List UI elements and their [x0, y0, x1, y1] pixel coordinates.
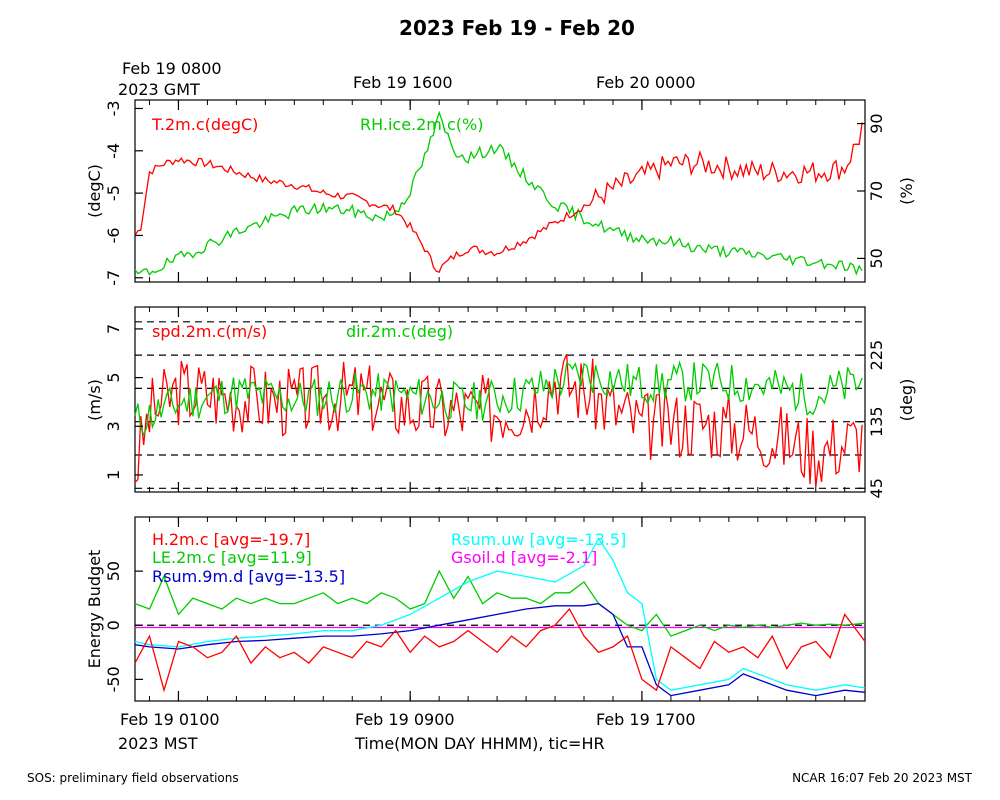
energy-series-line-cyan	[134, 537, 866, 691]
panel2-ytick-label-left: 3	[104, 421, 123, 431]
energy-budget-panel: -50 0 50 H.2m.c [avg=-19.7] LE.2m.c [avg=1…	[85, 516, 866, 702]
series-label-gsoil: Gsoil.d [avg=-2.1]	[451, 548, 597, 567]
gmt-year-label: 2023 GMT	[118, 80, 200, 99]
panel2-ylabel-left: (m/s)	[85, 379, 104, 421]
panel1-ytick-label-left: -6	[104, 227, 123, 243]
x-year-tz-label: 2023 MST	[118, 734, 198, 753]
panel1-ytick-label-left: -5	[104, 185, 123, 201]
chart-title: 2023 Feb 19 - Feb 20	[399, 16, 635, 40]
panel3-ytick-label-left: 0	[104, 620, 123, 630]
series-label-rsum9m: Rsum.9m.d [avg=-13.5]	[152, 567, 345, 586]
xtick-label-1: Feb 19 0100	[120, 710, 220, 729]
t2m-series-line	[134, 122, 863, 274]
panel1-ytick-label-left: -4	[104, 143, 123, 159]
spd-series-line	[134, 353, 863, 488]
panel1-ytick-label-left: -7	[104, 270, 123, 286]
energy-series-line-green	[134, 569, 866, 637]
panel1-ytick-label-left: -3	[104, 100, 123, 116]
series-label-rh-ice: RH.ice.2m.c(%)	[360, 115, 483, 134]
x-axis-label: Time(MON DAY HHMM), tic=HR	[354, 734, 605, 753]
rh-ice-series-line	[134, 110, 863, 276]
panel2-ytick-label-right: 135	[867, 406, 886, 437]
xtick-label-2: Feb 19 0900	[355, 710, 455, 729]
series-label-dir: dir.2m.c(deg)	[346, 322, 453, 341]
panel1-ylabel-right: (%)	[897, 177, 916, 205]
series-label-spd: spd.2m.c(m/s)	[152, 322, 267, 341]
dir-series-line	[134, 360, 863, 437]
gmt-tick-label-2: Feb 19 1600	[353, 73, 453, 92]
temperature-humidity-panel: -7 -6 -5 -4 -3 50 70 90 T.2m.c(degC) RH.ice.2m.…	[85, 99, 916, 286]
panel2-ylabel-right: (deg)	[897, 379, 916, 422]
series-label-t2m: T.2m.c(degC)	[151, 115, 258, 134]
panel1-ytick-label-right: 70	[867, 181, 886, 201]
panel3-ytick-label-left: -50	[104, 666, 123, 692]
panel2-ytick-label-left: 1	[104, 470, 123, 480]
energy-series-line-red	[134, 607, 866, 693]
panel1-ytick-label-right: 90	[867, 113, 886, 133]
gmt-tick-label-1: Feb 19 0800	[122, 59, 222, 78]
panel1-ylabel-left: (degC)	[85, 164, 104, 218]
panel2-ytick-label-left: 5	[104, 372, 123, 382]
panel3-frame	[134, 516, 866, 702]
series-label-le2m: LE.2m.c [avg=11.9]	[152, 548, 312, 567]
panel3-ylabel: Energy Budget	[85, 550, 104, 669]
gmt-tick-label-3: Feb 20 0000	[596, 73, 696, 92]
series-label-h2m: H.2m.c [avg=-19.7]	[152, 530, 310, 549]
footer-left: SOS: preliminary field observations	[27, 771, 239, 785]
panel3-ytick-label-left: 50	[104, 561, 123, 581]
panel2-ytick-label-right: 225	[867, 340, 886, 371]
energy-series-line-blue	[134, 602, 866, 697]
footer-right: NCAR 16:07 Feb 20 2023 MST	[792, 771, 973, 785]
panel1-ytick-label-right: 50	[867, 248, 886, 268]
panel2-frame	[134, 306, 866, 493]
panel2-ytick-label-left: 7	[104, 324, 123, 334]
xtick-label-3: Feb 19 1700	[596, 710, 696, 729]
series-label-rsum-uw: Rsum.uw [avg=-13.5]	[451, 530, 626, 549]
panel2-ytick-label-right: 45	[867, 478, 886, 498]
